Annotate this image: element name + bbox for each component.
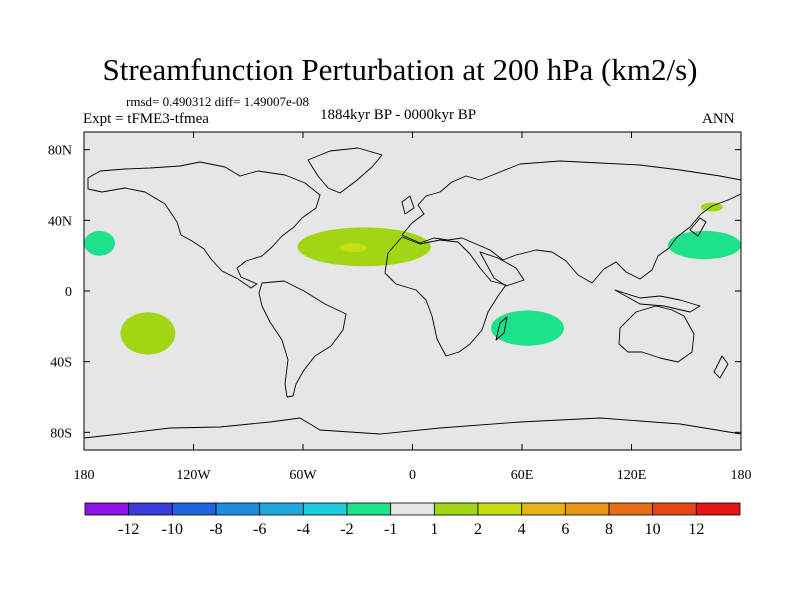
coast-madagascar — [495, 316, 508, 341]
colorbar-label: -8 — [209, 521, 222, 538]
lat-tick-label: 40N — [48, 214, 72, 229]
lon-tick-label: 0 — [409, 468, 416, 483]
colorbar-swatch — [521, 502, 566, 516]
period-label: 1884kyr BP - 0000kyr BP — [320, 107, 477, 123]
coast-arabia — [479, 251, 525, 287]
lon-tick-label: 120E — [617, 468, 647, 483]
lat-tick-label: 80N — [48, 144, 72, 159]
contour-region-north-atlantic-core — [339, 243, 367, 253]
contour-regions — [84, 202, 741, 355]
lat-tick-label: 80S — [50, 426, 72, 441]
map-background — [84, 132, 741, 450]
colorbar-swatch — [652, 502, 697, 516]
coast-australia — [618, 305, 695, 363]
latitude-axis: 80N 40N 0 40S 80S — [48, 144, 741, 441]
colorbar-label: 4 — [518, 521, 526, 538]
colorbar-label: -2 — [340, 521, 353, 538]
colorbar-label: 10 — [645, 521, 661, 538]
contour-region-southwest-indian-negative — [490, 310, 564, 346]
colorbar-swatch — [390, 502, 435, 516]
colorbar-swatch — [477, 502, 523, 516]
colorbar-label: 6 — [561, 521, 569, 538]
coast-africa — [384, 236, 507, 357]
colorbar: -12 -10 -8 -6 -4 -2 -1 1 2 4 6 8 10 12 — [84, 502, 741, 538]
longitude-axis: 180 120W 60W 0 60E 120E 180 — [74, 132, 752, 483]
colorbar-label: -4 — [297, 521, 310, 538]
colorbar-label: -1 — [384, 521, 397, 538]
lon-tick-label: 180 — [731, 468, 752, 483]
colorbar-label: -6 — [253, 521, 266, 538]
colorbar-label: 8 — [605, 521, 613, 538]
colorbar-swatch — [564, 502, 610, 516]
colorbar-label: 12 — [688, 521, 704, 538]
coast-eurasia — [401, 160, 742, 284]
colorbar-swatch — [215, 502, 261, 516]
contour-region-north-pacific-small-positive — [700, 202, 723, 212]
coast-north-america — [87, 161, 321, 289]
lon-tick-label: 120W — [176, 468, 211, 483]
lon-tick-label: 180 — [74, 468, 95, 483]
colorbar-swatch — [171, 502, 217, 516]
colorbar-label: 1 — [430, 521, 438, 538]
lon-tick-label: 60W — [289, 468, 317, 483]
stats-line: rmsd= 0.490312 diff= 1.49007e-08 — [126, 94, 310, 109]
contour-region-dateline-west-negative — [84, 230, 116, 256]
coast-indonesia — [614, 289, 701, 313]
coastlines — [83, 147, 742, 451]
coast-greenland — [307, 147, 383, 194]
colorbar-label: -10 — [162, 521, 183, 538]
colorbar-swatch — [608, 502, 654, 516]
lat-tick-label: 40S — [50, 356, 72, 371]
colorbar-label: 2 — [474, 521, 482, 538]
colorbar-swatch — [302, 502, 348, 516]
contour-region-south-pacific-positive — [120, 312, 176, 355]
coast-british-isles — [401, 195, 415, 215]
lat-tick-label: 0 — [65, 285, 72, 300]
lon-tick-label: 60E — [511, 468, 534, 483]
colorbar-swatch — [695, 502, 741, 516]
coast-japan — [689, 217, 707, 237]
experiment-label: Expt = tFME3-tfmea — [83, 111, 209, 127]
coast-south-america — [258, 280, 347, 398]
colorbar-swatch — [84, 502, 130, 516]
coast-new-zealand — [713, 355, 729, 379]
season-label: ANN — [702, 111, 735, 127]
colorbar-swatch — [433, 502, 479, 516]
colorbar-label: -12 — [118, 521, 139, 538]
plot-title: Streamfunction Perturbation at 200 hPa (… — [102, 52, 698, 87]
colorbar-swatch — [346, 502, 392, 516]
colorbar-swatch — [259, 502, 304, 516]
contour-region-north-pacific-negative — [668, 230, 741, 260]
colorbar-swatch — [128, 502, 173, 516]
